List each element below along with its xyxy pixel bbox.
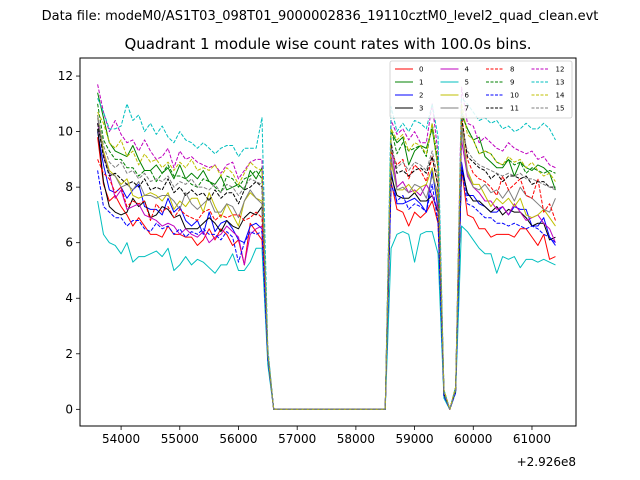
x-tick-label: 60000	[454, 432, 492, 446]
x-tick-label: 54000	[102, 432, 140, 446]
legend-label-3: 3	[419, 105, 423, 113]
x-axis: 54000 55000 56000 57000 58000 59000 60000 61000	[102, 426, 551, 446]
x-tick-label: 56000	[219, 432, 257, 446]
series-line-10	[97, 167, 556, 410]
legend-label-5: 5	[465, 79, 469, 87]
axes-frame	[79, 57, 577, 427]
x-tick-label: 59000	[395, 432, 433, 446]
y-tick-label: 10	[58, 125, 73, 139]
x-offset-label: +2.926e8	[517, 455, 576, 469]
legend-label-4: 4	[465, 66, 470, 74]
legend-frame	[389, 60, 573, 119]
x-tick-label: 57000	[278, 432, 316, 446]
y-tick-label: 0	[65, 402, 73, 416]
chart-title: Quadrant 1 module wise count rates with …	[124, 35, 531, 53]
series-layer	[97, 84, 556, 410]
legend-label-13: 13	[556, 79, 565, 87]
legend-label-7: 7	[465, 105, 469, 113]
x-tick-label: 61000	[513, 432, 551, 446]
legend-label-1: 1	[419, 79, 423, 87]
legend-label-6: 6	[465, 92, 470, 100]
legend-label-9: 9	[510, 79, 514, 87]
legend-label-11: 11	[510, 105, 519, 113]
x-tick-label: 55000	[161, 432, 199, 446]
series-line-15	[97, 114, 556, 410]
y-axis: 0 2 4 6 8 10 12	[58, 69, 80, 416]
legend-label-14: 14	[556, 92, 565, 100]
legend-label-15: 15	[556, 105, 565, 113]
y-tick-label: 12	[58, 69, 73, 83]
y-tick-label: 2	[65, 347, 73, 361]
legend-label-2: 2	[419, 92, 423, 100]
y-tick-label: 4	[65, 291, 73, 305]
legend-label-0: 0	[419, 66, 423, 74]
y-tick-label: 8	[65, 180, 73, 194]
legend-label-8: 8	[510, 66, 514, 74]
series-line-14	[97, 103, 556, 410]
legend-label-10: 10	[510, 92, 519, 100]
y-tick-label: 6	[65, 236, 73, 250]
x-tick-label: 58000	[337, 432, 375, 446]
legend-label-12: 12	[556, 66, 565, 74]
plot-area: 54000 55000 56000 57000 58000 59000 60000 61000…	[58, 57, 577, 469]
figure-suptitle: Data file: modeM0/AS1T03_098T01_90000028…	[42, 9, 599, 24]
